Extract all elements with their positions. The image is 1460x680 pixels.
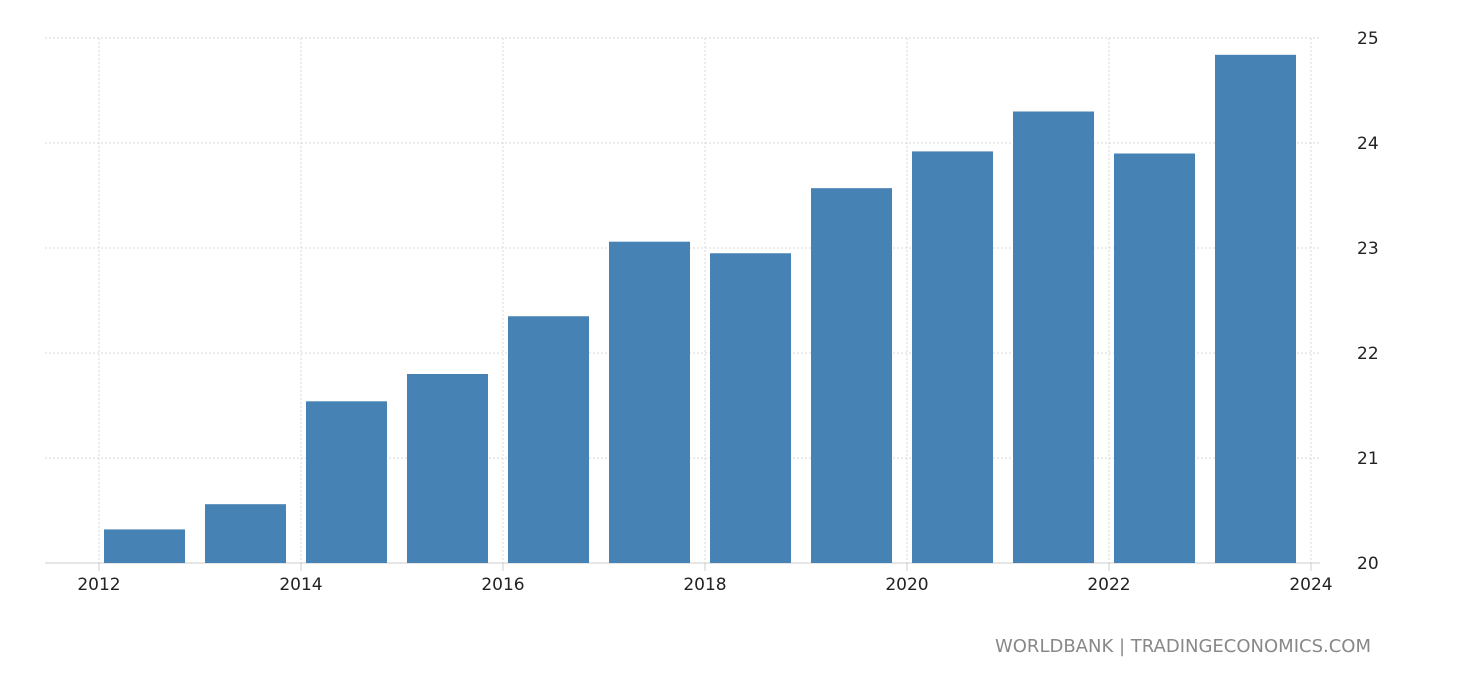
- bar-2022: [1114, 153, 1195, 563]
- y-tick-label: 25: [1357, 29, 1379, 49]
- y-tick-label: 23: [1357, 239, 1379, 259]
- x-tick-label: 2014: [279, 575, 322, 595]
- bar-2016: [508, 316, 589, 563]
- bar-2017: [609, 241, 690, 563]
- x-tick-label: 2012: [77, 575, 120, 595]
- x-tick-label: 2020: [885, 575, 928, 595]
- x-tick-label: 2018: [683, 575, 726, 595]
- x-tick-label: 2022: [1087, 575, 1130, 595]
- bar-2018: [710, 253, 791, 563]
- y-tick-label: 21: [1357, 449, 1379, 469]
- bar-2012: [104, 529, 185, 563]
- bar-2021: [1013, 111, 1094, 563]
- bar-2015: [407, 374, 488, 563]
- x-axis: 2012 2014 2016 2018 2020 2022 2024: [77, 575, 1332, 595]
- y-tick-label: 24: [1357, 134, 1379, 154]
- bar-2020: [912, 151, 993, 563]
- y-axis: 20 21 22 23 24 25: [1357, 29, 1379, 574]
- bar-2023: [1215, 54, 1296, 564]
- source-credit: WORLDBANK | TRADINGECONOMICS.COM: [995, 636, 1371, 657]
- x-tick-label: 2024: [1289, 575, 1332, 595]
- x-tick-label: 2016: [481, 575, 524, 595]
- bars: [104, 54, 1296, 564]
- bar-2014: [306, 401, 387, 563]
- bar-2019: [811, 188, 892, 563]
- y-tick-label: 20: [1357, 554, 1379, 574]
- bar-2013: [205, 504, 286, 563]
- y-tick-label: 22: [1357, 344, 1379, 364]
